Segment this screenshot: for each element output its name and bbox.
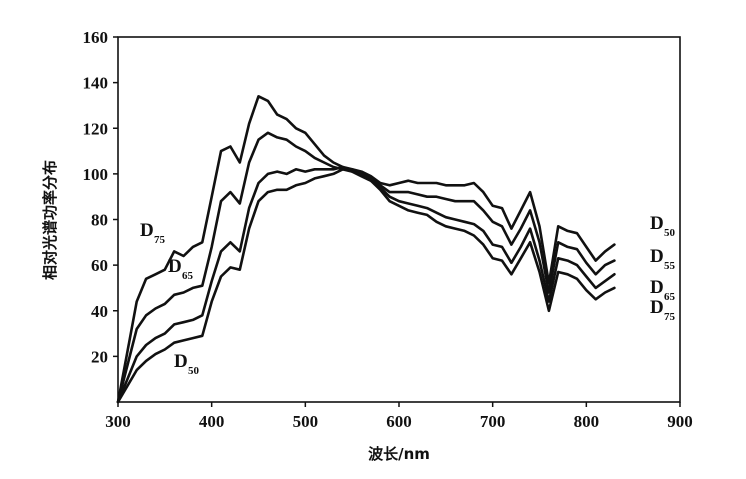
axes: 300 400 500 600 700 800 900 20 40 60 80 100 120 140 16… xyxy=(41,28,693,463)
series-label-base: D xyxy=(650,297,664,318)
series-label-subscript: 75 xyxy=(154,234,166,246)
x-axis-label: 波长/nm xyxy=(368,445,430,463)
series-label-subscript: 75 xyxy=(664,311,676,323)
series-label-subscript: 65 xyxy=(664,291,676,303)
x-tick-label: 800 xyxy=(574,412,600,431)
series-label-base: D xyxy=(174,351,188,372)
y-tick-label: 100 xyxy=(83,165,109,184)
series-label-base: D xyxy=(140,220,154,241)
series-line-d55 xyxy=(116,165,616,404)
y-tick-label: 40 xyxy=(91,302,108,321)
series-label-d75: D 75 xyxy=(140,220,166,246)
series-line-d65 xyxy=(116,131,616,404)
x-tick-label: 600 xyxy=(386,412,412,431)
x-tick-label: 900 xyxy=(667,412,693,431)
series-label-d65: D 65 xyxy=(650,277,676,303)
series-label-d65: D 65 xyxy=(168,256,194,282)
x-tick-label: 400 xyxy=(199,412,225,431)
series-label-base: D xyxy=(650,213,664,234)
series-label-subscript: 55 xyxy=(664,260,676,272)
series-label-subscript: 50 xyxy=(188,365,200,377)
series-labels: D 75D 75D 65D 65D 55D 50D 50 xyxy=(140,213,676,377)
plot-frame xyxy=(117,36,681,403)
series-label-base: D xyxy=(168,256,182,277)
series-label-d50: D 50 xyxy=(174,351,200,377)
y-axis-label: 相对光谱功率分布 xyxy=(41,160,59,280)
series-label-base: D xyxy=(650,277,664,298)
x-tick-label: 300 xyxy=(105,412,131,431)
y-tick-label: 140 xyxy=(83,74,109,93)
series-label-subscript: 65 xyxy=(182,270,194,282)
series-label-base: D xyxy=(650,246,664,267)
y-tick-label: 20 xyxy=(91,347,108,366)
y-tick-label: 160 xyxy=(83,28,109,47)
series-line-d50 xyxy=(116,168,616,404)
series-label-subscript: 50 xyxy=(664,227,676,239)
series-lines xyxy=(116,95,616,404)
y-tick-label: 80 xyxy=(91,211,108,230)
y-tick-label: 60 xyxy=(91,256,108,275)
series-label-d55: D 55 xyxy=(650,246,676,272)
y-tick-label: 120 xyxy=(83,119,109,138)
x-tick-label: 500 xyxy=(293,412,319,431)
series-label-d50: D 50 xyxy=(650,213,676,239)
series-label-d75: D 75 xyxy=(650,297,676,323)
x-tick-label: 700 xyxy=(480,412,506,431)
